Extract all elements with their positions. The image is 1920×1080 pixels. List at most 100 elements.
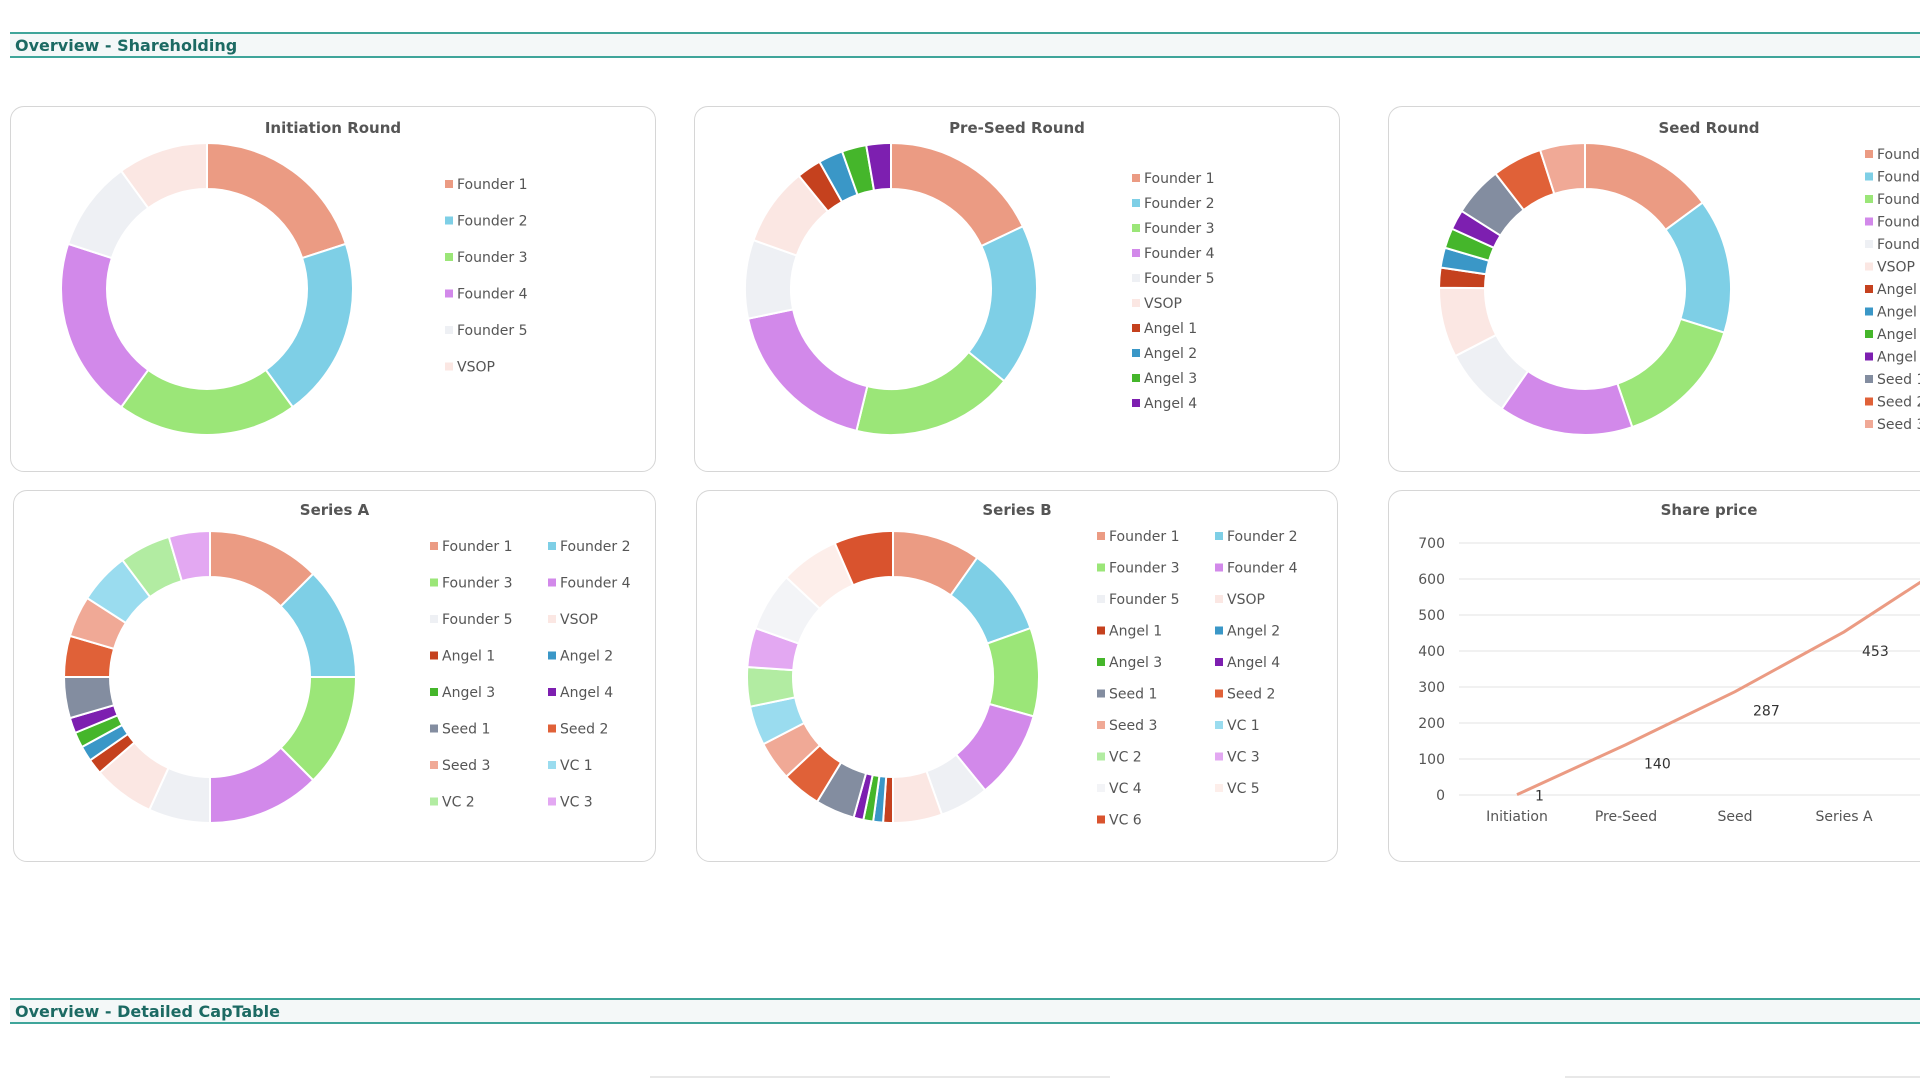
legend-label: Founder 1 xyxy=(1109,529,1179,545)
legend-item-founder-5: Founder 5 xyxy=(445,323,527,339)
legend-swatch xyxy=(1865,307,1873,316)
legend-label: Angel 1 xyxy=(1109,624,1162,640)
legend-item-founder-2: Founder 2 xyxy=(1215,529,1297,545)
y-tick-label: 100 xyxy=(1418,752,1445,768)
legend-swatch xyxy=(1097,784,1105,792)
chart-card-share-price: Share price 0 100 200 300 400 500 600 700 Initia… xyxy=(1388,490,1920,862)
legend-swatch xyxy=(1865,240,1873,248)
legend-item-angel-3: Angel 3 xyxy=(1132,371,1197,387)
legend-item-vc-2: VC 2 xyxy=(1097,750,1142,766)
legend-swatch xyxy=(445,362,453,371)
legend-label: Founder 3 xyxy=(1109,561,1179,577)
legend-item-vsop: VSOP xyxy=(1132,296,1182,312)
legend-label: VC 4 xyxy=(1109,781,1142,797)
legend-swatch xyxy=(1215,689,1223,698)
legend-swatch xyxy=(1215,595,1223,603)
legend-item-vc-3: VC 3 xyxy=(1215,750,1260,766)
legend-label: Seed 2 xyxy=(1877,395,1920,411)
legend-label: VSOP xyxy=(1227,592,1265,608)
legend-label: Angel 1 xyxy=(442,649,495,665)
legend-label: Founder 3 xyxy=(457,250,527,266)
legend-label: VC 6 xyxy=(1109,813,1142,829)
legend-swatch xyxy=(1215,752,1223,761)
legend-label: VSOP xyxy=(1877,260,1915,276)
chart-title: Initiation Round xyxy=(264,119,402,137)
legend-swatch xyxy=(1865,217,1873,226)
legend-label: Seed 3 xyxy=(442,758,490,774)
legend-label: VC 2 xyxy=(1109,750,1142,766)
legend-item-founder-1: Founder 1 xyxy=(430,539,512,555)
legend-swatch xyxy=(1132,349,1140,357)
legend-swatch xyxy=(1865,420,1873,428)
legend-item-founder-4: Founder 4 xyxy=(1865,215,1920,231)
legend-item-vsop: VSOP xyxy=(1865,260,1915,276)
legend-label: VC 5 xyxy=(1227,781,1260,797)
donut-chart-series-b: Founder 1 Founder 2 Founder 3 Founder 4 Foun… xyxy=(746,529,1298,829)
y-tick-label: 600 xyxy=(1418,572,1445,588)
legend-swatch xyxy=(430,724,438,733)
legend-swatch xyxy=(430,542,438,550)
x-tick-label: Seed xyxy=(1718,809,1753,825)
legend-label: Founder 4 xyxy=(560,576,631,592)
legend-label: Founder 5 xyxy=(1877,237,1920,253)
legend-label: VC 3 xyxy=(1227,750,1260,766)
legend-swatch xyxy=(1865,330,1873,338)
legend-swatch xyxy=(1132,274,1140,282)
legend-swatch xyxy=(445,216,453,225)
slice-founder-2 xyxy=(1664,201,1732,334)
legend-label: Founder 1 xyxy=(1877,147,1920,163)
series-line xyxy=(1516,580,1920,797)
legend-item-vc-1: VC 1 xyxy=(1215,718,1260,734)
legend-item-angel-2: Angel 2 xyxy=(548,649,613,665)
legend-label: VSOP xyxy=(457,360,495,376)
legend-label: VC 2 xyxy=(442,795,475,811)
legend-item-vc-2: VC 2 xyxy=(430,795,475,811)
legend-label: Founder 3 xyxy=(1144,221,1214,237)
legend-item-seed-1: Seed 1 xyxy=(1865,372,1920,388)
legend-item-founder-2: Founder 2 xyxy=(548,539,630,555)
donut-chart-series-a: Founder 1 Founder 2 Founder 3 Founder 4 Foun… xyxy=(62,529,631,825)
slice-founder-4 xyxy=(60,242,150,409)
legend-swatch xyxy=(1132,249,1140,257)
x-tick-label: Series A xyxy=(1815,809,1873,825)
legend-label: Angel 4 xyxy=(1877,350,1920,366)
legend-item-founder-1: Founder 1 xyxy=(1865,147,1920,163)
legend-item-vc-3: VC 3 xyxy=(548,795,593,811)
legend-swatch xyxy=(1865,262,1873,271)
legend-swatch xyxy=(1097,752,1105,761)
legend-swatch xyxy=(1215,784,1223,792)
legend-item-founder-3: Founder 3 xyxy=(445,250,527,266)
legend-swatch xyxy=(1865,397,1873,406)
legend-swatch xyxy=(1215,721,1223,729)
legend-item-founder-5: Founder 5 xyxy=(1097,592,1179,608)
legend-item-founder-1: Founder 1 xyxy=(1132,171,1214,187)
legend-label: Angel 4 xyxy=(1227,655,1280,671)
slice-founder-3 xyxy=(855,350,1006,436)
legend-item-vsop: VSOP xyxy=(548,612,598,628)
slice-angel-4 xyxy=(865,141,892,192)
chart-title: Seed Round xyxy=(1658,119,1760,137)
legend-label: Angel 4 xyxy=(1144,396,1197,412)
chart-title: Series B xyxy=(982,501,1052,519)
legend-label: Angel 2 xyxy=(1877,305,1920,321)
legend-swatch xyxy=(548,724,556,733)
divider xyxy=(1565,1076,1920,1078)
slice-founder-3 xyxy=(119,368,295,436)
legend-swatch xyxy=(1215,626,1223,635)
legend-label: VC 1 xyxy=(1227,718,1260,734)
legend-swatch xyxy=(1215,658,1223,666)
legend-swatch xyxy=(548,761,556,769)
section-title: Overview - Shareholding xyxy=(15,36,238,55)
slice-founder-1 xyxy=(206,141,348,260)
legend-label: Founder 2 xyxy=(457,214,527,230)
chart-title: Pre-Seed Round xyxy=(949,119,1085,137)
legend-swatch xyxy=(548,542,556,550)
legend-item-seed-2: Seed 2 xyxy=(1215,687,1275,703)
legend-swatch xyxy=(1097,563,1105,572)
legend-label: Angel 3 xyxy=(1109,655,1162,671)
slice-founder-3 xyxy=(985,626,1040,718)
section-header-shareholding: Overview - Shareholding xyxy=(10,32,1920,58)
legend-item-founder-4: Founder 4 xyxy=(1132,246,1215,262)
chart-title: Share price xyxy=(1660,501,1758,519)
legend-item-angel-2: Angel 2 xyxy=(1215,624,1280,640)
